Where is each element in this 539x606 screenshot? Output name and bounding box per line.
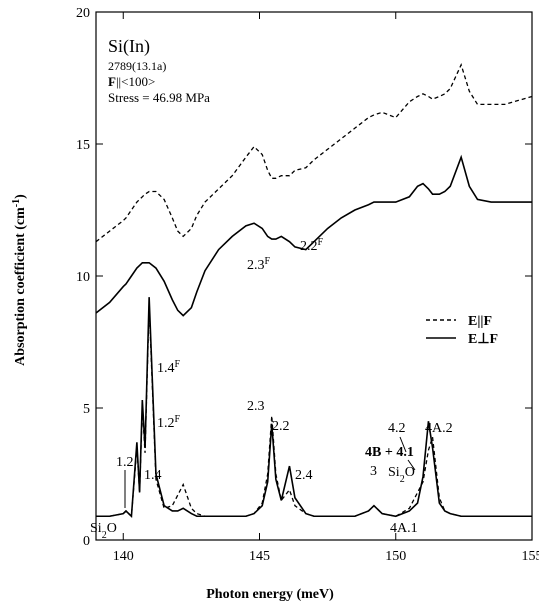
pointer-line <box>407 459 416 471</box>
annotation-part: F <box>175 414 181 425</box>
x-axis-label: Photon energy (meV) <box>206 587 334 602</box>
annotation-part: F <box>175 359 181 370</box>
annotation-part: O <box>107 521 117 536</box>
annotation: 2.2F <box>300 237 324 255</box>
y-tick-label: 0 <box>83 534 90 549</box>
annotation: 2789(13.1a) <box>108 59 166 73</box>
annotation-part: 4A.2 <box>425 421 453 436</box>
x-tick-label: 145 <box>249 549 270 564</box>
series-line <box>95 154 532 317</box>
annotation-part: ||<100> <box>116 74 155 89</box>
y-tick-label: 10 <box>76 270 90 285</box>
annotation: 2.3F <box>247 256 271 274</box>
annotation-part: O <box>405 465 415 480</box>
y-axis-label: Absorption coefficient (cm-1) <box>11 194 29 366</box>
annotation: 2.3 <box>247 399 265 414</box>
annotation-part: F <box>108 74 116 89</box>
annotation-part: 2.4 <box>295 468 313 483</box>
y-axis-label-part: ) <box>13 194 28 199</box>
annotation: 1.2F <box>157 414 181 432</box>
annotation-part: F <box>318 237 324 248</box>
annotation: 1.4F <box>157 359 181 377</box>
annotation: 2.4 <box>295 468 313 483</box>
annotation-part: F <box>265 256 271 267</box>
y-tick-label: 5 <box>83 402 90 417</box>
y-axis-label-part: Absorption coefficient (cm <box>13 207 28 366</box>
annotation: Si2O <box>90 521 117 541</box>
x-tick-label: 150 <box>385 549 406 564</box>
annotation-part: 4.2 <box>388 421 406 436</box>
annotation-part: 2 <box>400 474 405 485</box>
annotation-part: Si(In) <box>108 36 150 57</box>
annotation: F||<100> <box>108 74 155 89</box>
annotation: 2.2 <box>272 419 290 434</box>
y-axis-label-part: -1 <box>11 199 22 207</box>
legend-label: E||F <box>468 314 492 329</box>
annotation: 4A.2 <box>425 421 453 436</box>
annotation-part: 2.2 <box>272 419 290 434</box>
annotation: 4A.1 <box>390 521 418 536</box>
annotation: 3 <box>370 464 377 479</box>
annotation: Si(In) <box>108 36 150 57</box>
pointer-line <box>399 436 407 453</box>
annotation: Si2O <box>388 465 415 485</box>
annotation-part: Si <box>388 465 400 480</box>
annotation-part: 1.2 <box>157 416 175 431</box>
annotation-part: Stress = 46.98 MPa <box>108 90 210 105</box>
annotation: 4B + 4.1 <box>365 445 414 460</box>
series-line <box>96 305 532 518</box>
annotation: 1.2 <box>116 455 134 470</box>
x-tick-label: 140 <box>113 549 134 564</box>
y-tick-label: 15 <box>76 138 90 153</box>
annotation-part: 4B + 4.1 <box>365 445 414 460</box>
series-line <box>96 297 532 519</box>
annotation-part: 1.4 <box>144 468 162 483</box>
y-tick-label: 20 <box>76 6 90 21</box>
annotation-part: 2.2 <box>300 239 318 254</box>
annotation-part: 1.4 <box>157 361 175 376</box>
annotation: 4.2 <box>388 421 406 436</box>
annotation-part: 2 <box>102 530 107 541</box>
annotation-part: 1.2 <box>116 455 134 470</box>
annotation-part: 2.3 <box>247 399 265 414</box>
annotation-part: 2789(13.1a) <box>108 59 166 73</box>
annotation: Stress = 46.98 MPa <box>108 90 210 105</box>
annotation-part: Si <box>90 521 102 536</box>
annotation-part: 2.3 <box>247 258 265 273</box>
series-line <box>95 62 533 243</box>
annotation: 1.4 <box>144 468 162 483</box>
annotation-part: 3 <box>370 464 377 479</box>
x-tick-label: 155 <box>522 549 539 564</box>
legend-label: E⊥F <box>468 332 498 347</box>
annotation-part: 4A.1 <box>390 521 418 536</box>
